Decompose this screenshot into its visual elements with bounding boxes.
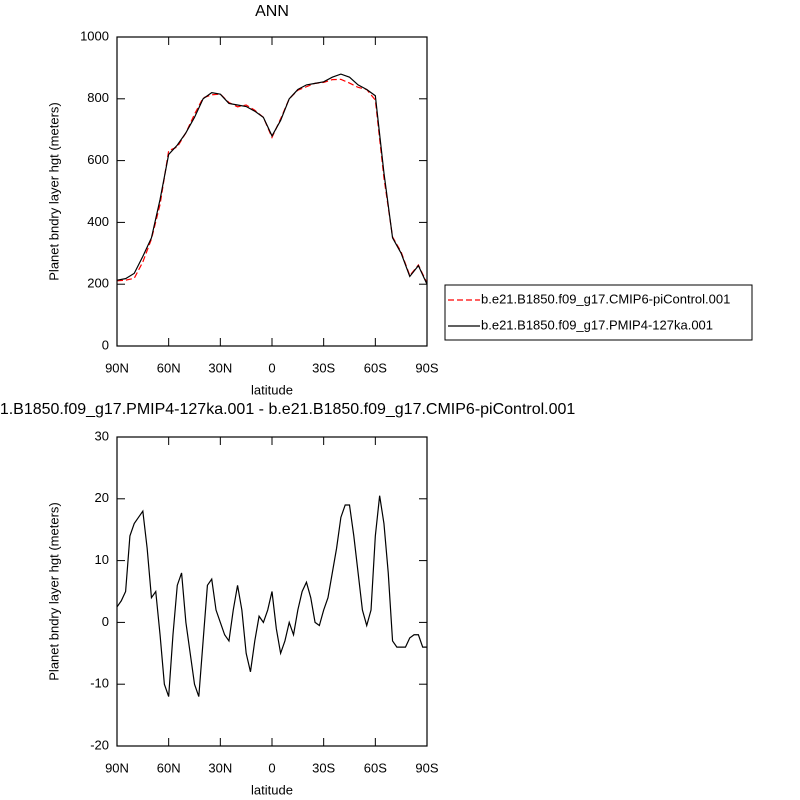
y-tick-label: 20 [95, 490, 109, 505]
plot-frame [116, 36, 428, 347]
chart-title: b.e21.B1850.f09_g17.PMIP4-127ka.001 - b.… [0, 401, 575, 418]
chart-title: ANN [255, 3, 289, 20]
legend-label: b.e21.B1850.f09_g17.CMIP6-piControl.001 [481, 291, 730, 306]
y-tick-label: 0 [102, 614, 109, 629]
x-tick-label: 60N [157, 760, 181, 775]
y-tick-label: 600 [87, 152, 109, 167]
x-tick-label: 60N [157, 360, 181, 375]
x-tick-label: 90N [105, 760, 129, 775]
x-tick-label: 60S [364, 760, 387, 775]
x-tick-label: 30N [208, 760, 232, 775]
x-axis-label: latitude [251, 782, 293, 797]
y-axis-label: Planet bndry layer hgt (meters) [46, 102, 61, 280]
y-tick-label: -10 [90, 676, 109, 691]
y-tick-label: 800 [87, 90, 109, 105]
x-tick-label: 90S [415, 360, 438, 375]
data-line [116, 495, 427, 697]
x-tick-label: 90S [415, 760, 438, 775]
y-tick-label: 30 [95, 428, 109, 443]
y-tick-label: -20 [90, 737, 109, 752]
y-tick-label: 200 [87, 276, 109, 291]
data-line [116, 78, 428, 284]
legend-label: b.e21.B1850.f09_g17.PMIP4-127ka.001 [481, 317, 713, 332]
y-tick-label: 400 [87, 214, 109, 229]
x-tick-label: 0 [268, 360, 275, 375]
x-tick-label: 30N [208, 360, 232, 375]
x-axis-label: latitude [251, 382, 293, 397]
y-tick-label: 1000 [80, 28, 109, 43]
x-tick-label: 60S [364, 360, 387, 375]
data-line [116, 73, 428, 285]
y-tick-label: 10 [95, 552, 109, 567]
x-tick-label: 90N [105, 360, 129, 375]
plot-frame [116, 436, 428, 747]
x-tick-label: 0 [268, 760, 275, 775]
y-tick-label: 0 [102, 337, 109, 352]
y-axis-label: Planet bndry layer hgt (meters) [46, 502, 61, 680]
x-tick-label: 30S [312, 360, 335, 375]
legend-box [444, 284, 753, 341]
x-tick-label: 30S [312, 760, 335, 775]
